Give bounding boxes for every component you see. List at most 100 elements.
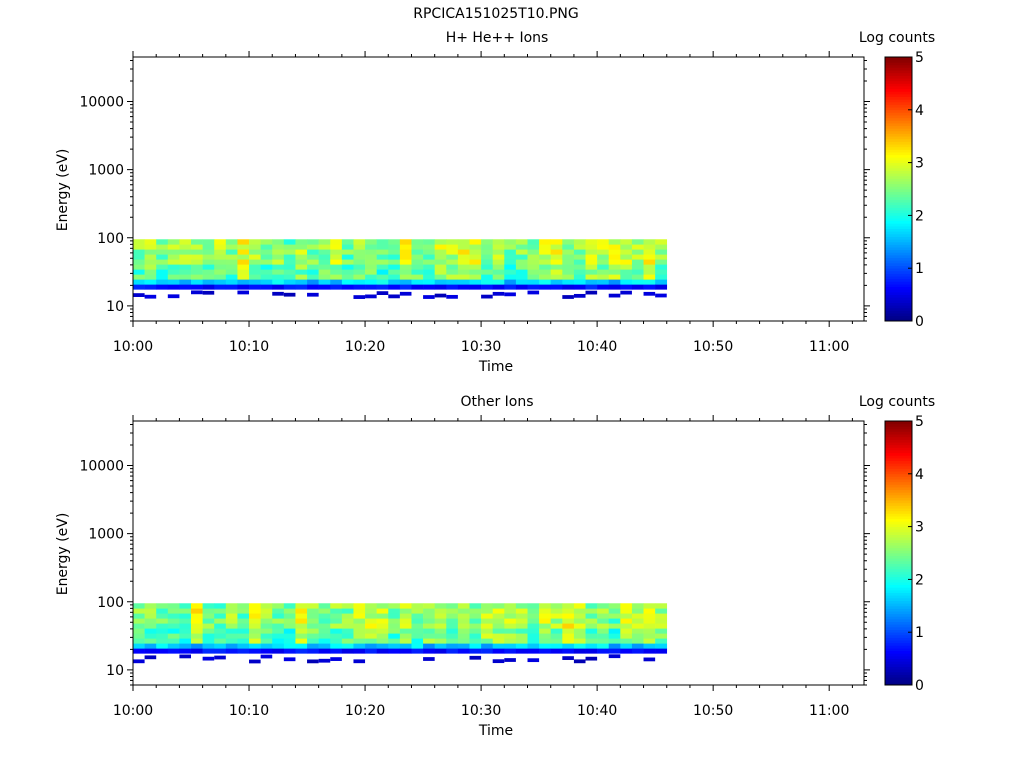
- colorbar-label: Log counts: [859, 30, 935, 46]
- spectrogram-cell: [504, 658, 516, 662]
- x-tick-label: 10:10: [229, 703, 269, 719]
- spectrogram-cell: [504, 618, 517, 624]
- colorbar-segment: [885, 204, 912, 208]
- spectrogram-cell: [353, 295, 366, 299]
- spectrogram-cell: [353, 264, 366, 270]
- spectrogram-cell: [655, 618, 668, 624]
- spectrogram-cell: [423, 618, 435, 624]
- spectrogram-cell: [260, 603, 273, 609]
- spectrogram-cell: [330, 648, 343, 654]
- spectrogram-cell: [144, 244, 157, 250]
- spectrogram-cell: [272, 254, 285, 260]
- spectrogram-cell: [144, 274, 157, 280]
- colorbar-segment: [885, 181, 912, 185]
- spectrogram-cell: [585, 244, 598, 250]
- spectrogram-cell: [191, 244, 203, 250]
- colorbar-segment: [885, 115, 912, 119]
- colorbar-segment: [885, 91, 912, 95]
- spectrogram-cell: [144, 618, 157, 624]
- spectrogram-cell: [515, 633, 528, 639]
- spectrogram-cell: [365, 279, 377, 285]
- spectrogram-cell: [341, 274, 354, 280]
- colorbar-segment: [885, 57, 912, 61]
- colorbar-segment: [885, 189, 912, 193]
- spectrogram-cell: [434, 279, 447, 285]
- spectrogram-cell: [179, 608, 192, 614]
- spectrogram-cell: [260, 274, 273, 280]
- spectrogram-cell: [492, 618, 505, 624]
- spectrogram-cell: [307, 279, 319, 285]
- spectrogram-cell: [133, 254, 145, 260]
- spectrogram-cell: [492, 291, 505, 296]
- spectrogram-cell: [341, 239, 354, 245]
- spectrogram-cell: [562, 264, 575, 270]
- colorbar-segment: [885, 202, 912, 206]
- spectrogram-cell: [225, 254, 238, 260]
- spectrogram-cell: [399, 291, 412, 296]
- spectrogram-cell: [469, 279, 482, 285]
- spectrogram-cell: [295, 608, 308, 614]
- spectrogram-cell: [330, 259, 343, 265]
- spectrogram-cell: [562, 633, 575, 639]
- spectrogram-cell: [457, 608, 470, 614]
- spectrogram-cell: [353, 638, 366, 644]
- spectrogram-cell: [388, 648, 401, 654]
- colorbar-segment: [885, 318, 912, 322]
- spectrogram-cell: [515, 638, 528, 644]
- spectrogram-cell: [539, 623, 552, 629]
- spectrogram-cell: [550, 269, 563, 275]
- spectrogram-cell: [620, 249, 633, 255]
- spectrogram-cell: [249, 259, 261, 265]
- spectrogram-cell: [434, 648, 447, 654]
- spectrogram-cell: [376, 249, 389, 255]
- spectrogram-cell: [585, 274, 598, 280]
- colorbar-segment: [885, 165, 912, 169]
- spectrogram-cell: [295, 249, 308, 255]
- spectrogram-cell: [225, 244, 238, 250]
- spectrogram-cell: [353, 618, 366, 624]
- spectrogram-cell: [492, 284, 505, 290]
- spectrogram-cell: [573, 603, 586, 609]
- spectrogram-cell: [562, 623, 575, 629]
- spectrogram-cell: [620, 244, 633, 250]
- spectrogram-cell: [202, 613, 215, 619]
- spectrogram-cell: [434, 608, 447, 614]
- spectrogram-cell: [399, 618, 412, 624]
- spectrogram-cell: [411, 284, 424, 290]
- colorbar-segment: [885, 587, 912, 591]
- spectrogram-cell: [643, 264, 656, 270]
- spectrogram-cell: [562, 656, 574, 660]
- colorbar-segment: [885, 191, 912, 195]
- spectrogram-cell: [539, 643, 552, 649]
- colorbar-segment: [885, 663, 912, 667]
- spectrogram-cell: [585, 279, 598, 285]
- spectrogram-cell: [608, 618, 621, 624]
- colorbar-segment: [885, 669, 912, 673]
- spectrogram-cell: [353, 254, 366, 260]
- spectrogram-cell: [469, 284, 482, 290]
- spectrogram-cell: [434, 259, 447, 265]
- spectrogram-cell: [504, 638, 517, 644]
- spectrogram-cell: [620, 264, 633, 270]
- spectrogram-cell: [515, 259, 528, 265]
- spectrogram-cell: [608, 244, 621, 250]
- spectrogram-cell: [318, 643, 331, 649]
- spectrogram-cell: [573, 249, 586, 255]
- spectrogram-cell: [318, 648, 331, 654]
- spectrogram-cell: [446, 603, 459, 609]
- spectrogram-cell: [156, 264, 169, 270]
- spectrogram-cell: [423, 264, 435, 270]
- colorbar-segment: [885, 677, 912, 681]
- spectrogram-cell: [365, 284, 377, 290]
- spectrogram-cell: [272, 244, 285, 250]
- spectrogram-cell: [515, 628, 528, 634]
- spectrogram-cell: [283, 648, 296, 654]
- spectrogram-cell: [144, 648, 157, 654]
- spectrogram-cell: [550, 274, 563, 280]
- spectrogram-cell: [515, 239, 528, 245]
- spectrogram-cell: [608, 259, 621, 265]
- colorbar-segment: [885, 613, 912, 617]
- spectrogram-cell: [631, 244, 644, 250]
- spectrogram-cell: [423, 244, 435, 250]
- spectrogram-cell: [295, 633, 308, 639]
